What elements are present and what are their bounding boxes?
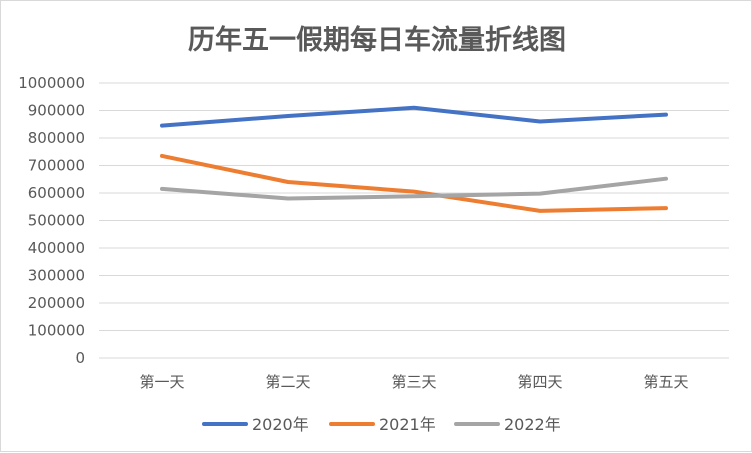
x-axis-ticks: 第一天 第二天 第三天 第四天 第五天 [139,373,688,391]
y-tick-label: 700000 [28,157,85,175]
y-tick-label: 0 [75,349,85,367]
y-tick-label: 300000 [28,267,85,285]
series-lines [162,108,666,211]
series-line-2021年 [162,156,666,211]
legend-label: 2020年 [252,415,309,434]
legend-label: 2022年 [504,415,561,434]
y-tick-label: 600000 [28,184,85,202]
y-tick-label: 400000 [28,239,85,257]
x-tick-label: 第三天 [391,373,436,391]
chart-title: 历年五一假期每日车流量折线图 [188,24,566,56]
y-tick-label: 100000 [28,322,85,340]
legend: 2020年 2021年 2022年 [204,415,561,434]
x-tick-label: 第四天 [517,373,562,391]
y-tick-label: 500000 [28,212,85,230]
x-tick-label: 第二天 [265,373,310,391]
y-tick-label: 800000 [28,129,85,147]
x-tick-label: 第五天 [643,373,688,391]
series-line-2022年 [162,179,666,199]
y-tick-label: 200000 [28,294,85,312]
y-axis-ticks: 0 100000 200000 300000 400000 500000 600000 700… [18,74,85,367]
legend-label: 2021年 [379,415,436,434]
y-tick-label: 900000 [28,102,85,120]
x-tick-label: 第一天 [139,373,184,391]
y-tick-label: 1000000 [18,74,85,92]
